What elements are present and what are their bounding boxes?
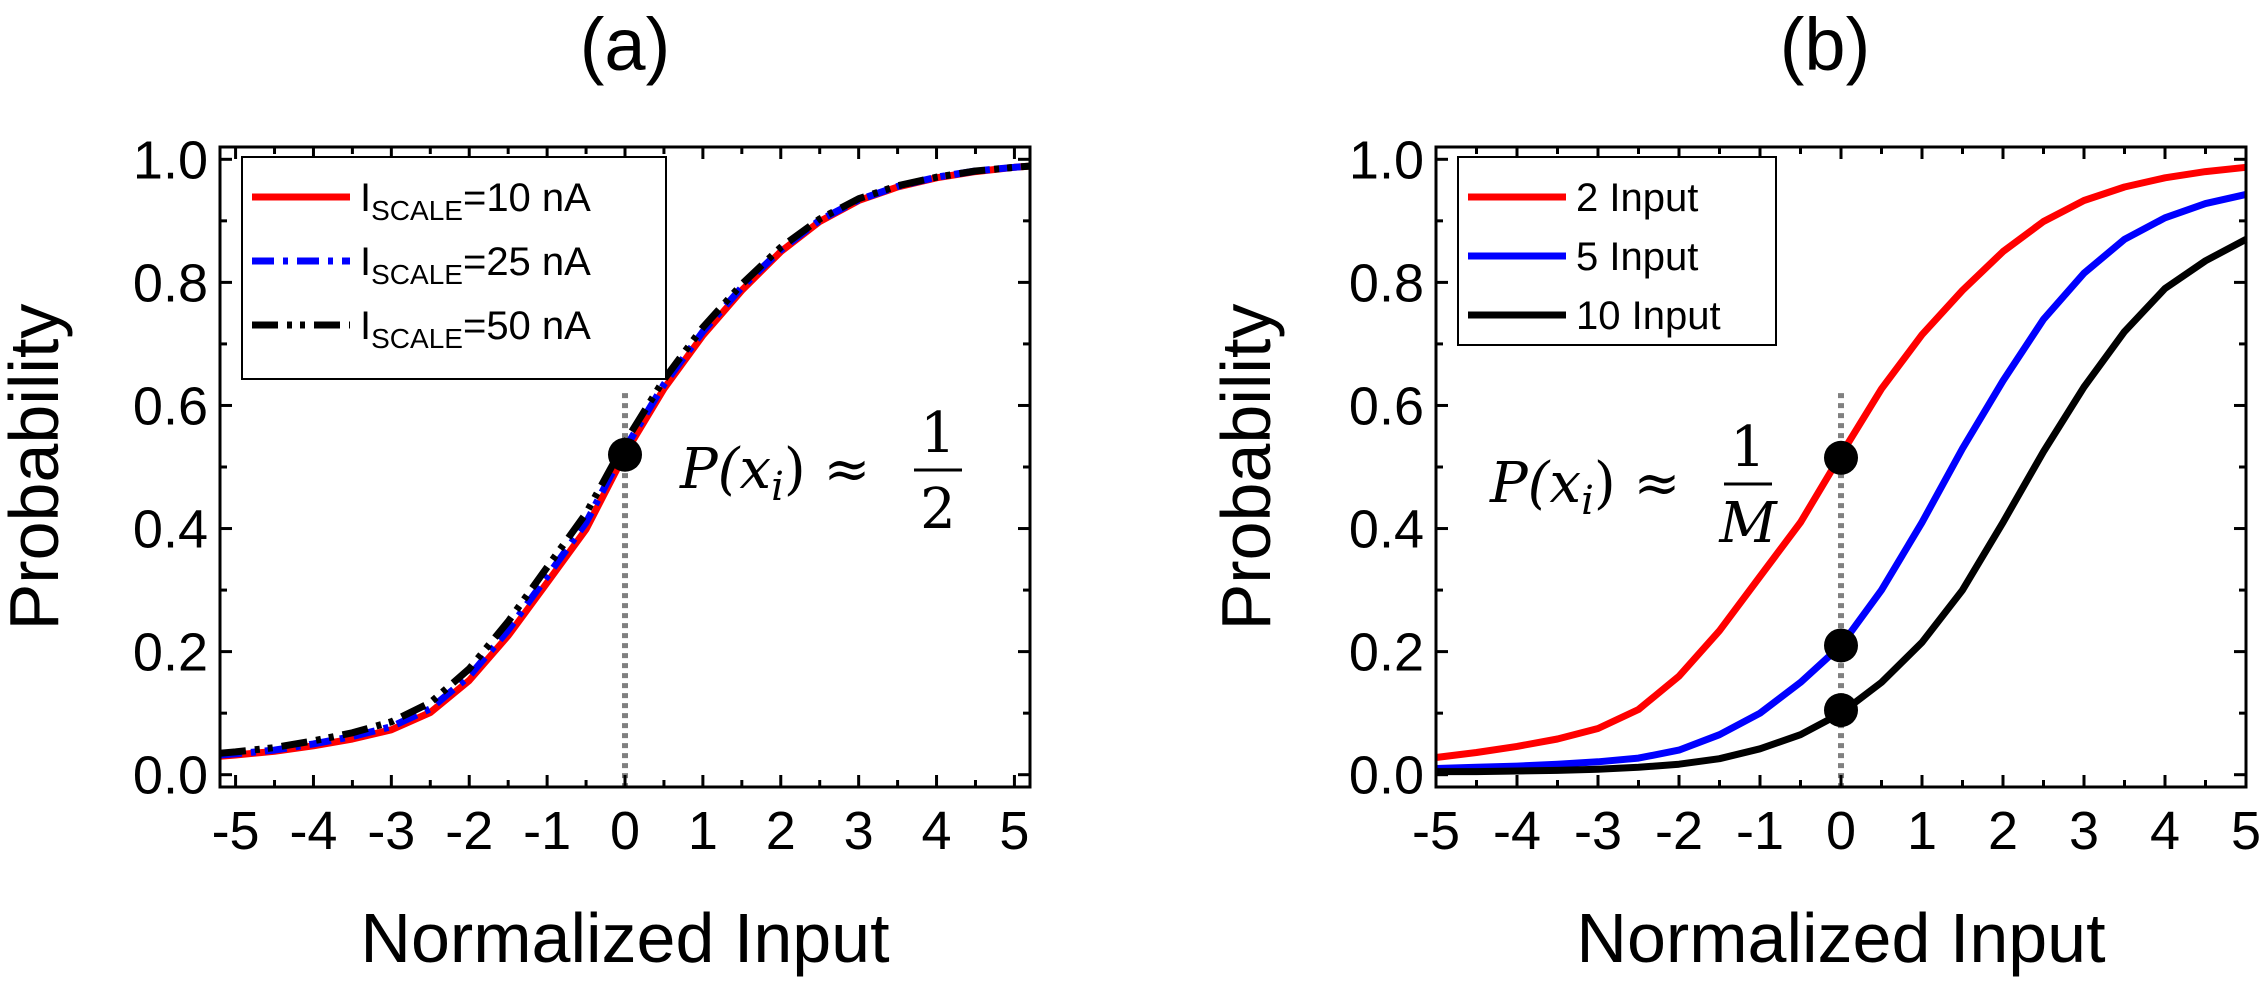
y-tick-label: 0.0 bbox=[1349, 746, 1424, 806]
x-tick-label: -3 bbox=[367, 801, 415, 861]
legend-label-3: 10 Input bbox=[1576, 294, 1721, 338]
y-tick-label: 1.0 bbox=[133, 130, 208, 190]
panel-b: (b)0.00.20.40.60.81.0-5 -4 -3 -2 -1 0 1 2 3 4 5Nor… bbox=[1207, 3, 2261, 977]
legend-label-3: ISCALE=50 nA bbox=[360, 304, 591, 354]
legend-label-1: 2 Input bbox=[1576, 176, 1698, 220]
y-tick-label: 0.8 bbox=[1349, 253, 1424, 313]
x-tick-label: 2 bbox=[766, 801, 796, 861]
marker-point-2 bbox=[1824, 628, 1858, 663]
x-tick-label: 0 bbox=[1826, 801, 1856, 861]
x-axis-label: Normalized Input bbox=[360, 899, 889, 977]
x-tick-label: -1 bbox=[523, 801, 571, 861]
x-tick-label: 5 bbox=[999, 801, 1029, 861]
marker-point-1 bbox=[608, 437, 642, 472]
x-tick-label: -1 bbox=[1736, 801, 1784, 861]
x-tick-label: -5 bbox=[212, 801, 260, 861]
legend-label-2: ISCALE=25 nA bbox=[360, 240, 591, 290]
x-tick-label: 1 bbox=[1907, 801, 1937, 861]
panel-title: (a) bbox=[580, 3, 670, 86]
y-tick-label: 0.6 bbox=[1349, 376, 1424, 436]
x-tick-label: -4 bbox=[289, 801, 337, 861]
y-tick-label: 0.6 bbox=[133, 376, 208, 436]
annotation-denominator: M bbox=[1718, 491, 1778, 556]
x-tick-label: 4 bbox=[2150, 801, 2180, 861]
x-tick-label: 3 bbox=[844, 801, 874, 861]
y-tick-label: 0.2 bbox=[1349, 623, 1424, 683]
y-tick-label: 0.4 bbox=[133, 500, 208, 560]
y-tick-label: 0.4 bbox=[1349, 500, 1424, 560]
annotation-probability: P(xi) ≈ bbox=[1489, 451, 1680, 524]
panel-title: (b) bbox=[1780, 3, 1870, 86]
panel-a: (a)0.00.20.40.60.81.0-5 -4 -3 -2 -1 0 1 2 3 4 5Nor… bbox=[0, 3, 1032, 977]
legend-label-2: 5 Input bbox=[1576, 235, 1698, 279]
x-tick-label: -2 bbox=[445, 801, 493, 861]
x-tick-label: -5 bbox=[1412, 801, 1460, 861]
y-axis-label: Probability bbox=[1207, 304, 1285, 631]
legend-label-1: ISCALE=10 nA bbox=[360, 176, 591, 226]
annotation-probability: P(xi) ≈ bbox=[679, 437, 870, 510]
y-tick-label: 0.0 bbox=[133, 746, 208, 806]
x-tick-label: 1 bbox=[688, 801, 718, 861]
x-tick-label: 4 bbox=[922, 801, 952, 861]
x-axis-label: Normalized Input bbox=[1576, 899, 2105, 977]
x-tick-label: 5 bbox=[2231, 801, 2261, 861]
annotation-numerator: 1 bbox=[1730, 415, 1766, 480]
x-tick-label: 2 bbox=[1988, 801, 2018, 861]
x-tick-label: -4 bbox=[1493, 801, 1541, 861]
annotation-denominator: 2 bbox=[920, 477, 956, 542]
y-tick-label: 1.0 bbox=[1349, 130, 1424, 190]
marker-point-1 bbox=[1824, 440, 1858, 475]
x-tick-label: -2 bbox=[1655, 801, 1703, 861]
annotation-numerator: 1 bbox=[920, 401, 956, 466]
y-tick-label: 0.2 bbox=[133, 623, 208, 683]
x-tick-label: 0 bbox=[610, 801, 640, 861]
x-tick-label: -3 bbox=[1574, 801, 1622, 861]
x-tick-label: 3 bbox=[2069, 801, 2099, 861]
y-tick-label: 0.8 bbox=[133, 253, 208, 313]
y-axis-label: Probability bbox=[0, 304, 73, 631]
marker-point-3 bbox=[1824, 693, 1858, 728]
